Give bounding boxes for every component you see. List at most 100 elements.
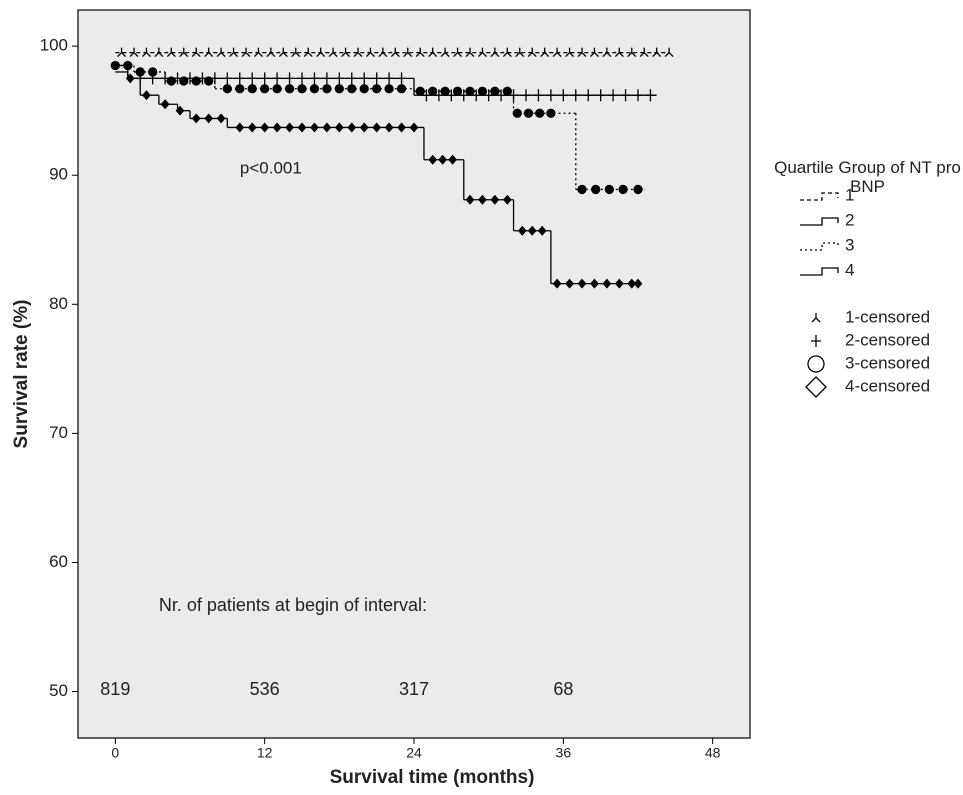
censor-mark xyxy=(175,105,185,116)
legend-symbol xyxy=(811,335,821,347)
censor-mark xyxy=(135,67,145,77)
censor-mark xyxy=(446,89,457,102)
y-axis-title: Survival rate (%) xyxy=(11,300,32,449)
legend-label: 2-censored xyxy=(845,330,930,349)
censor-mark xyxy=(428,47,438,58)
censor-mark xyxy=(179,47,189,58)
censor-mark xyxy=(565,47,575,58)
legend-title: Quartile Group of NT pro BNP xyxy=(774,158,961,196)
censor-mark xyxy=(241,47,251,58)
censor-mark xyxy=(433,89,444,102)
censor-mark xyxy=(452,86,463,96)
censor-mark xyxy=(428,86,438,96)
legend-line xyxy=(800,217,839,226)
censor-mark xyxy=(396,72,407,85)
x-tick-label: 36 xyxy=(556,745,572,761)
censor-mark xyxy=(309,84,320,94)
y-tick-label: 100 xyxy=(40,36,68,55)
y-tick-label: 70 xyxy=(49,423,68,442)
y-tick-label: 60 xyxy=(49,552,68,571)
censor-mark xyxy=(545,89,556,102)
censor-mark xyxy=(458,89,469,102)
censor-mark xyxy=(371,72,382,85)
censor-mark xyxy=(234,72,245,85)
censor-mark xyxy=(620,89,631,102)
censor-mark xyxy=(409,122,419,133)
legend-label: 4-censored xyxy=(845,376,930,395)
censor-mark xyxy=(216,47,226,58)
censor-mark xyxy=(440,47,450,58)
censor-mark xyxy=(204,47,214,58)
censor-mark xyxy=(297,72,307,85)
censor-mark xyxy=(166,47,176,58)
censor-mark xyxy=(589,47,599,58)
censor-mark xyxy=(523,108,534,118)
censor-mark xyxy=(618,184,628,195)
censor-mark xyxy=(512,108,522,118)
censor-mark xyxy=(309,72,320,85)
censor-mark xyxy=(595,89,606,102)
censor-mark xyxy=(328,47,338,58)
censor-mark xyxy=(477,47,487,58)
censor-mark xyxy=(166,76,176,86)
censor-mark xyxy=(154,47,164,58)
censor-mark xyxy=(614,47,624,58)
censor-mark xyxy=(359,72,370,85)
censor-mark xyxy=(633,89,643,102)
censor-mark xyxy=(235,84,245,94)
legend-label: 3-censored xyxy=(845,353,930,372)
legend-label: 4 xyxy=(845,260,854,279)
censor-mark xyxy=(664,47,674,58)
censor-mark xyxy=(614,278,624,289)
censor-mark xyxy=(415,47,425,58)
at-risk-count: 536 xyxy=(250,679,280,699)
censor-mark xyxy=(428,154,438,165)
censor-mark xyxy=(602,278,612,289)
legend-line xyxy=(800,242,839,251)
legend-symbol xyxy=(805,376,827,398)
censor-mark xyxy=(440,86,450,96)
y-tick-label: 90 xyxy=(49,165,68,184)
censor-mark xyxy=(403,47,413,58)
censor-mark xyxy=(247,84,257,94)
legend-label: 1 xyxy=(845,185,854,204)
censor-mark xyxy=(652,47,662,58)
censor-mark xyxy=(247,72,258,85)
censor-mark xyxy=(285,122,294,133)
censor-mark xyxy=(535,108,545,118)
censor-mark xyxy=(390,47,400,58)
censor-mark xyxy=(179,76,189,86)
x-tick-label: 24 xyxy=(406,745,422,761)
censor-mark xyxy=(421,89,432,102)
censor-mark xyxy=(558,89,569,102)
censor-mark xyxy=(604,184,615,195)
x-tick-label: 12 xyxy=(257,745,273,761)
censor-mark xyxy=(465,47,475,58)
censor-mark xyxy=(415,86,425,96)
censor-mark xyxy=(527,225,537,236)
censor-mark xyxy=(372,84,382,94)
legend-label: 2 xyxy=(845,210,854,229)
censor-mark xyxy=(347,84,357,94)
censor-mark xyxy=(384,122,394,133)
censor-mark xyxy=(490,86,500,96)
censor-mark xyxy=(266,47,276,58)
censor-mark xyxy=(453,47,463,58)
censor-mark xyxy=(438,154,447,165)
censor-mark xyxy=(141,47,151,58)
censor-mark xyxy=(229,47,239,58)
censor-mark xyxy=(260,84,270,94)
censor-mark xyxy=(490,194,500,205)
legend-symbol xyxy=(807,355,825,373)
censor-mark xyxy=(284,72,295,85)
x-axis-title: Survival time (months) xyxy=(330,767,535,788)
censor-mark xyxy=(540,47,550,58)
censor-mark xyxy=(123,60,133,71)
censor-mark xyxy=(633,184,643,195)
censor-mark xyxy=(448,154,457,165)
censor-mark xyxy=(129,47,139,58)
censor-mark xyxy=(477,86,488,96)
censor-mark xyxy=(125,73,135,84)
